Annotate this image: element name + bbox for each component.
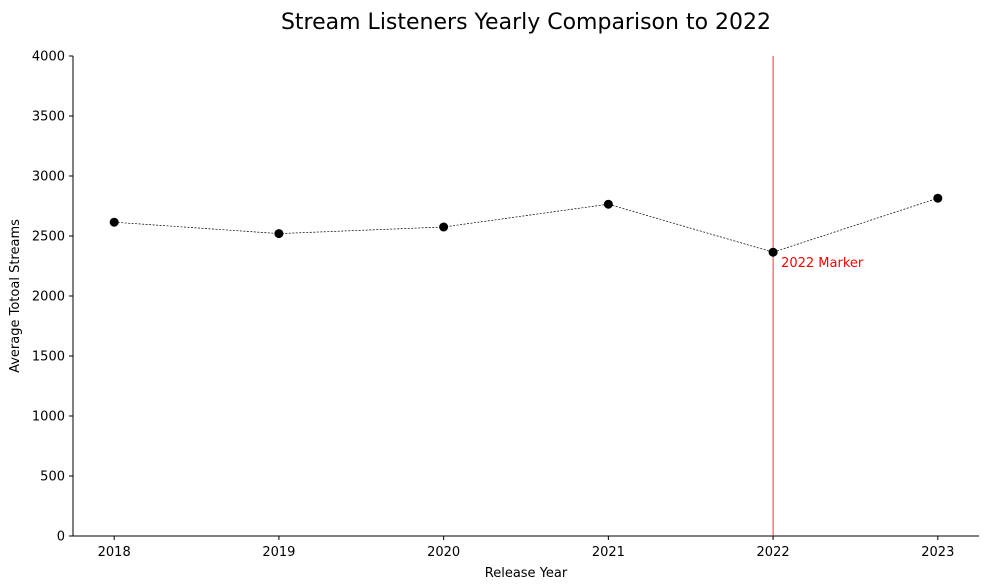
x-axis-label: Release Year: [485, 566, 568, 581]
x-tick-label: 2023: [921, 545, 954, 560]
y-tick-label: 500: [40, 470, 65, 485]
y-tick-label: 2500: [32, 230, 65, 245]
y-tick-label: 1500: [32, 350, 65, 365]
y-tick-label: 4000: [32, 50, 65, 65]
x-tick-label: 2020: [427, 545, 460, 560]
y-axis-label: Average Totoal Streams: [8, 219, 23, 373]
data-point: [109, 217, 119, 227]
data-point: [768, 247, 778, 257]
x-tick-label: 2019: [262, 545, 295, 560]
y-tick-label: 3000: [32, 170, 65, 185]
data-point: [933, 193, 943, 203]
data-point: [603, 199, 613, 209]
reference-line-label: 2022 Marker: [781, 256, 864, 271]
data-point: [439, 222, 449, 232]
x-tick-label: 2018: [98, 545, 131, 560]
y-tick-label: 0: [57, 530, 65, 545]
plot-area: 0 500 1000 1500 2000 2500 3000 3500 4000 2018 2019…: [32, 50, 979, 560]
chart-title: Stream Listeners Yearly Comparison to 20…: [281, 10, 771, 35]
x-tick-label: 2021: [592, 545, 625, 560]
y-tick-label: 3500: [32, 110, 65, 125]
series-line: [114, 197, 938, 253]
y-tick-label: 2000: [32, 290, 65, 305]
data-point: [274, 229, 284, 239]
y-tick-label: 1000: [32, 410, 65, 425]
x-tick-label: 2022: [757, 545, 790, 560]
